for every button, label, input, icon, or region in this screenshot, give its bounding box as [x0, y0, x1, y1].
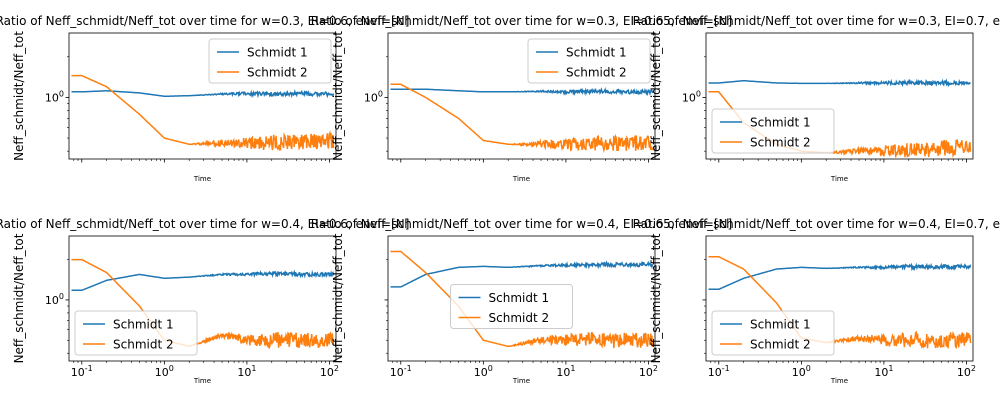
axes-frame [387, 32, 656, 160]
y-axis-label: Neff_schmidt/Neff_tot [12, 31, 26, 161]
legend-label: Schmidt 1 [566, 46, 627, 60]
x-tick-label: 100 [474, 364, 493, 379]
subplot-6: Schmidt 1 Schmidt 2 [702, 235, 974, 365]
subplot-1: Schmidt 1 Schmidt 2 [65, 32, 337, 163]
x-tick-label: 101 [874, 364, 893, 379]
legend: Schmidt 1 Schmidt 2 [450, 284, 573, 329]
x-tick-label: 10-1 [390, 364, 412, 379]
legend: Schmidt 1 Schmidt 2 [711, 108, 835, 154]
legend-box [208, 38, 332, 84]
x-tick-label: 101 [556, 364, 575, 379]
legend-label: Schmidt 1 [489, 291, 550, 305]
series-line-schmidt-1 [708, 262, 972, 291]
x-axis-label: Time [830, 175, 848, 183]
legend-label: Schmidt 1 [113, 318, 174, 332]
y-axis-label: Neff_schmidt/Neff_tot [12, 233, 26, 363]
legend-box [711, 108, 835, 154]
legend: Schmidt 1 Schmidt 2 [74, 310, 198, 356]
subplot-title: Ratio of Neff_schmidt/Neff_tot over time… [0, 217, 409, 231]
axes-frame [68, 32, 337, 160]
series-line-schmidt-2 [708, 256, 972, 350]
legend-box [74, 310, 198, 356]
y-axis-label: Neff_schmidt/Neff_tot [331, 233, 345, 363]
x-tick-label: 100 [792, 364, 811, 379]
series-line-schmidt-1 [390, 260, 654, 288]
axes-frame [705, 235, 974, 362]
series-line-schmidt-2 [390, 250, 654, 349]
legend: Schmidt 1 Schmidt 2 [527, 38, 651, 84]
y-axis-label: Neff_schmidt/Neff_tot [331, 31, 345, 161]
axes-frame [705, 32, 974, 160]
x-tick-label: 101 [237, 364, 256, 379]
legend-label: Schmidt 1 [750, 318, 811, 332]
series-line-schmidt-2 [390, 83, 654, 154]
x-axis-label: Time [830, 377, 848, 385]
subplot-title: Ratio of Neff_schmidt/Neff_tot over time… [0, 14, 409, 28]
legend-label: Schmidt 1 [247, 46, 308, 60]
legend-label: Schmidt 2 [566, 66, 627, 80]
series-line-schmidt-1 [390, 86, 654, 97]
series-line-schmidt-2 [71, 74, 335, 151]
legend: Schmidt 1 Schmidt 2 [711, 310, 835, 356]
legend-box [711, 310, 835, 356]
subplot-title: Ratio of Neff_schmidt/Neff_tot over time… [633, 217, 1000, 231]
y-axis-label: Neff_schmidt/Neff_tot [649, 31, 663, 161]
x-tick-label: 102 [639, 364, 658, 379]
legend-label: Schmidt 2 [489, 311, 550, 325]
legend-box [450, 284, 573, 329]
subplot-3: Schmidt 1 Schmidt 2 [702, 32, 974, 163]
axes-frame [68, 235, 337, 362]
x-axis-label: Time [512, 377, 530, 385]
y-tick-label: 100 [45, 89, 64, 104]
legend-box [527, 38, 651, 84]
legend-label: Schmidt 2 [750, 338, 811, 352]
subplot-2: Schmidt 1 Schmidt 2 [384, 32, 656, 163]
x-tick-label: 100 [155, 364, 174, 379]
subplot-title: Ratio of Neff_schmidt/Neff_tot over time… [311, 217, 732, 231]
subplot-4: Schmidt 1 Schmidt 2 [65, 235, 337, 365]
x-tick-label: 102 [320, 364, 339, 379]
y-tick-label: 100 [364, 89, 383, 104]
x-tick-label: 10-1 [71, 364, 93, 379]
series-line-schmidt-2 [71, 258, 335, 350]
legend-label: Schmidt 2 [247, 66, 308, 80]
subplot-title: Ratio of Neff_schmidt/Neff_tot over time… [311, 14, 732, 28]
x-tick-label: 10-1 [708, 364, 730, 379]
subplot-title: Ratio of Neff_schmidt/Neff_tot over time… [633, 14, 1000, 28]
y-tick-label: 100 [45, 292, 64, 307]
subplot-5: Schmidt 1 Schmidt 2 [384, 235, 656, 365]
x-tick-label: 102 [957, 364, 976, 379]
axes-frame [387, 235, 656, 362]
x-axis-label: Time [193, 377, 211, 385]
legend-label: Schmidt 1 [750, 116, 811, 130]
x-axis-label: Time [512, 175, 530, 183]
x-axis-label: Time [193, 175, 211, 183]
y-tick-label: 100 [682, 89, 701, 104]
series-line-schmidt-1 [71, 89, 335, 99]
legend-label: Schmidt 2 [113, 338, 174, 352]
series-line-schmidt-1 [708, 78, 971, 88]
legend: Schmidt 1 Schmidt 2 [208, 38, 332, 84]
legend-label: Schmidt 2 [750, 136, 811, 150]
series-line-schmidt-1 [71, 269, 335, 292]
y-axis-label: Neff_schmidt/Neff_tot [649, 233, 663, 363]
